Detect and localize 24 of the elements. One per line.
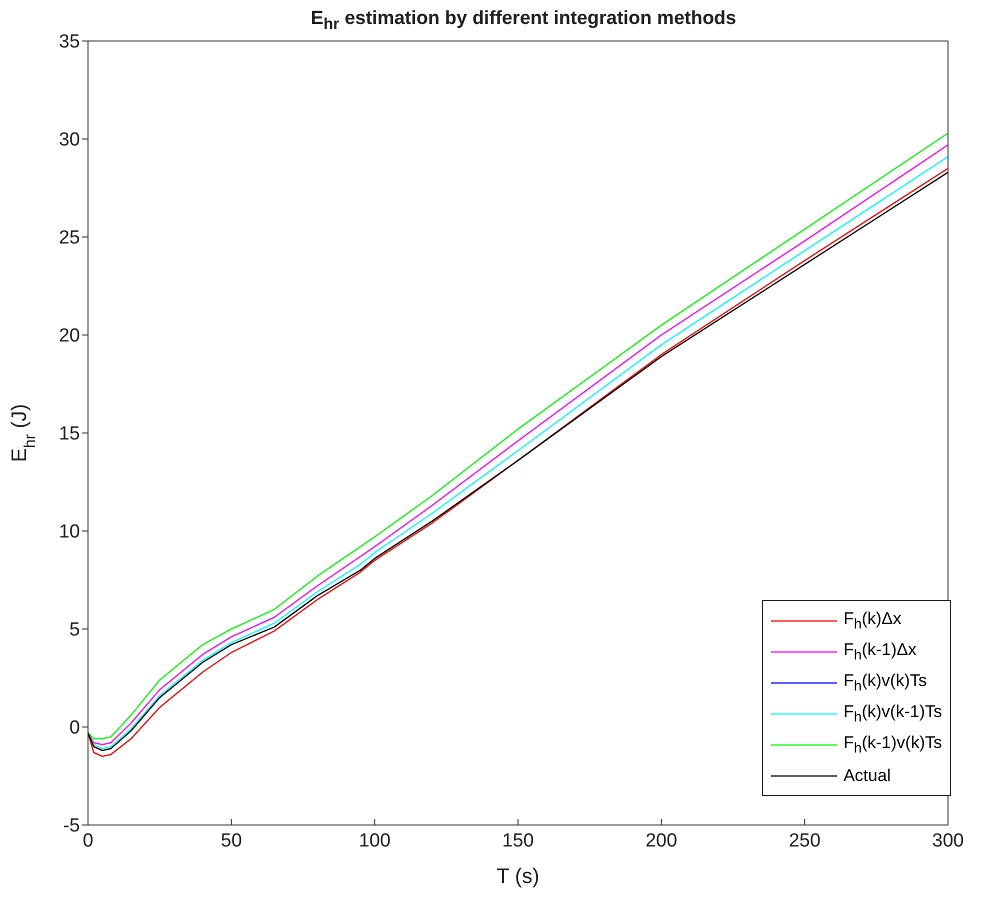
x-tick-label: 100 (358, 830, 391, 852)
legend-label: F$_{h}$(k)v(k-1)Ts (843, 702, 942, 726)
legend-label: Actual (843, 766, 891, 786)
y-tick-label: -5 (63, 816, 80, 837)
y-tick-label: 20 (58, 326, 80, 347)
legend-label: F$_{h}$(k)Δx (843, 608, 902, 632)
x-tick-label: 50 (220, 830, 242, 852)
legend-label: F$_{h}$(k-1)v(k)Ts (843, 732, 942, 756)
chart-title: E$_{hr}$ estimation by different integration methods (310, 8, 738, 34)
x-tick-label: 200 (645, 830, 678, 852)
x-tick-label: 0 (82, 830, 94, 852)
legend-label: F$_{h}$(k-1)Δx (843, 640, 917, 664)
y-tick-label: 35 (58, 32, 80, 53)
legend-label: F$_{h}$(k)v(k)Ts (843, 670, 927, 694)
x-tick-label: 250 (788, 830, 821, 852)
y-tick-label: 25 (58, 228, 80, 249)
y-tick-label: 15 (58, 424, 80, 445)
y-tick-label: 30 (58, 130, 80, 151)
y-tick-label: 5 (69, 620, 80, 641)
x-axis-title: T (s) (496, 865, 540, 888)
y-tick-label: 0 (69, 718, 80, 739)
x-tick-label: 300 (932, 830, 964, 852)
x-tick-label: 150 (502, 830, 534, 852)
y-tick-label: 10 (58, 522, 80, 543)
